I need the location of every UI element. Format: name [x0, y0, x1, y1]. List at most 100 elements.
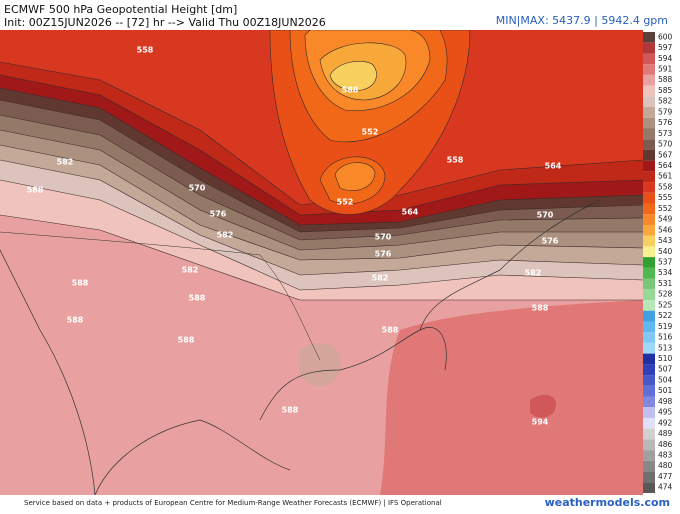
contour-label: 570 — [189, 184, 206, 193]
contour-label: 588 — [27, 186, 44, 195]
colorbar-label: 477 — [658, 472, 673, 481]
height-region — [329, 61, 377, 91]
colorbar-label: 576 — [658, 118, 673, 127]
colorbar-cell — [643, 300, 655, 311]
contour-label: 588 — [189, 294, 206, 303]
colorbar-cell — [643, 74, 655, 86]
contour-label: 576 — [210, 210, 227, 219]
colorbar-cell — [643, 192, 655, 204]
colorbar-cell — [643, 42, 655, 54]
colorbar-label: 519 — [658, 322, 673, 331]
colorbar-label: 564 — [658, 161, 673, 170]
contour-label: 552 — [337, 198, 354, 207]
contour-label: 564 — [545, 162, 562, 171]
contour-label: 582 — [372, 274, 389, 283]
colorbar-label: 495 — [658, 408, 673, 417]
height-region — [300, 342, 341, 386]
contour-label: 582 — [182, 266, 199, 275]
colorbar-cell — [643, 96, 655, 108]
colorbar-cell — [643, 332, 655, 343]
colorbar-label: 558 — [658, 182, 673, 191]
height-region — [530, 394, 556, 418]
contour-line — [0, 144, 643, 261]
colorbar-label: 588 — [658, 75, 673, 84]
colorbar-cell — [643, 460, 655, 472]
colorbar-cell — [643, 321, 655, 333]
colorbar-cell — [643, 439, 655, 451]
colorbar-cell — [643, 107, 655, 118]
contour-label: 564 — [402, 208, 419, 217]
contour-line — [0, 159, 643, 276]
contour-label: 552 — [362, 128, 379, 137]
colorbar-label: 504 — [658, 375, 673, 384]
colorbar-cell — [643, 417, 655, 429]
brand: weathermodels.com — [545, 496, 670, 509]
colorbar-label: 498 — [658, 397, 673, 406]
colorbar-label: 546 — [658, 225, 673, 234]
colorbar-label: 483 — [658, 450, 673, 459]
colorbar-label: 561 — [658, 172, 673, 181]
colorbar-label: 543 — [658, 236, 673, 245]
colorbar-label: 492 — [658, 418, 673, 427]
colorbar-label: 579 — [658, 107, 673, 116]
colorbar-cell — [643, 160, 655, 172]
colorbar-cell — [643, 450, 655, 461]
colorbar-label: 549 — [658, 215, 673, 224]
colorbar-label: 585 — [658, 86, 673, 95]
colorbar-cell — [643, 128, 655, 140]
map — [0, 30, 643, 495]
contour-line — [0, 87, 643, 226]
colorbar-cell — [643, 214, 655, 225]
colorbar-label: 600 — [658, 32, 673, 41]
border — [0, 231, 321, 361]
colorbar-label: 486 — [658, 440, 673, 449]
colorbar-label: 480 — [658, 461, 673, 470]
minmax: MIN|MAX: 5437.9 | 5942.4 gpm — [496, 14, 668, 27]
colorbar-label: 522 — [658, 311, 673, 320]
colorbar-cell — [643, 246, 655, 258]
contour-label: 588 — [67, 316, 84, 325]
contour-label: 576 — [375, 250, 392, 259]
colorbar-cell — [643, 289, 655, 301]
colorbar-cell — [643, 471, 655, 483]
colorbar-label: 531 — [658, 279, 673, 288]
contour-label: 582 — [525, 269, 542, 278]
colorbar-label: 555 — [658, 193, 673, 202]
colorbar-label: 540 — [658, 247, 673, 256]
contour-line — [0, 61, 643, 206]
colorbar-cell — [643, 224, 655, 236]
contour-line — [0, 129, 643, 251]
colorbar-cell — [643, 64, 655, 75]
colorbar-label: 525 — [658, 300, 673, 309]
colorbar-cell — [643, 267, 655, 279]
contour-labels: 558 588 552 582 588 570 576 582 552 558 564 564 570 5… — [27, 46, 562, 427]
colorbar-cell — [643, 278, 655, 290]
colorbar-label: 573 — [658, 129, 673, 138]
contour-label: 558 — [137, 46, 154, 55]
colorbar-cell — [643, 171, 655, 183]
colorbar-cell — [643, 342, 655, 354]
contour-line — [0, 99, 643, 233]
colorbar-cell — [643, 182, 655, 193]
colorbar-cell — [643, 117, 655, 129]
contour-label: 588 — [342, 86, 359, 95]
colorbar-cell — [643, 364, 655, 376]
contour-line — [0, 179, 643, 291]
colorbar-cell — [643, 385, 655, 397]
colorbar-cell — [643, 396, 655, 408]
colorbar-label: 507 — [658, 365, 673, 374]
colorbar-cell — [643, 203, 655, 215]
contour-label: 588 — [178, 336, 195, 345]
contour-label: 588 — [382, 326, 399, 335]
contour-line — [0, 114, 643, 241]
colorbar-label: 591 — [658, 65, 673, 74]
contour-line — [0, 214, 643, 301]
colorbar-label: 582 — [658, 97, 673, 106]
coastline — [0, 199, 601, 495]
colorbar-label: 597 — [658, 43, 673, 52]
colorbar-label: 567 — [658, 150, 673, 159]
colorbar-label: 489 — [658, 429, 673, 438]
colorbar-cell — [643, 235, 655, 247]
colorbar-label: 516 — [658, 333, 673, 342]
